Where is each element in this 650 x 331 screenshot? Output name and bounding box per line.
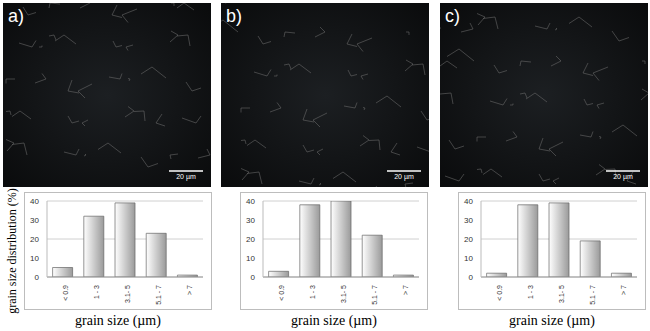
html-text:b): b) (226, 6, 242, 26)
html-text:a): a) (8, 6, 24, 26)
html-text:grain size (µm): grain size (µm) (75, 313, 161, 328)
svg-text:> 7: > 7 (402, 285, 409, 295)
svg-text:10: 10 (246, 254, 255, 263)
svg-text:40: 40 (464, 197, 473, 206)
svg-text:1 - 3: 1 - 3 (309, 285, 316, 299)
svg-text:3.1- 5: 3.1- 5 (340, 285, 347, 303)
svg-text:< 0.9: < 0.9 (496, 285, 503, 301)
html-text:20 µm: 20 µm (176, 173, 196, 180)
svg-text:10: 10 (30, 254, 39, 263)
svg-text:> 7: > 7 (186, 285, 193, 295)
svg-text:30: 30 (464, 216, 473, 225)
svg-text:0: 0 (251, 273, 256, 282)
html-text:grain size distribution (%): grain size distribution (%) (4, 188, 19, 314)
svg-text:20: 20 (464, 235, 473, 244)
svg-text:1 - 3: 1 - 3 (527, 285, 534, 299)
svg-text:20: 20 (30, 235, 39, 244)
html-text:20 µm: 20 µm (613, 173, 633, 180)
svg-text:40: 40 (246, 197, 255, 206)
svg-text:5.1 - 7: 5.1 - 7 (155, 285, 162, 305)
svg-text:3.1- 5: 3.1- 5 (558, 285, 565, 303)
svg-text:5.1 - 7: 5.1 - 7 (589, 285, 596, 305)
html-text:grain size (µm): grain size (µm) (291, 313, 377, 328)
html-text:20 µm: 20 µm (394, 173, 414, 180)
svg-text:20: 20 (246, 235, 255, 244)
svg-text:3.1- 5: 3.1- 5 (124, 285, 131, 303)
svg-text:40: 40 (30, 197, 39, 206)
svg-text:1 - 3: 1 - 3 (93, 285, 100, 299)
svg-text:< 0.9: < 0.9 (62, 285, 69, 301)
svg-text:10: 10 (464, 254, 473, 263)
svg-text:< 0.9: < 0.9 (278, 285, 285, 301)
svg-text:0: 0 (469, 273, 474, 282)
svg-text:30: 30 (30, 216, 39, 225)
svg-text:30: 30 (246, 216, 255, 225)
svg-text:5.1 - 7: 5.1 - 7 (371, 285, 378, 305)
svg-text:0: 0 (35, 273, 40, 282)
svg-text:> 7: > 7 (620, 285, 627, 295)
html-text:c): c) (445, 6, 460, 26)
html-text:grain size (µm): grain size (µm) (509, 313, 595, 328)
